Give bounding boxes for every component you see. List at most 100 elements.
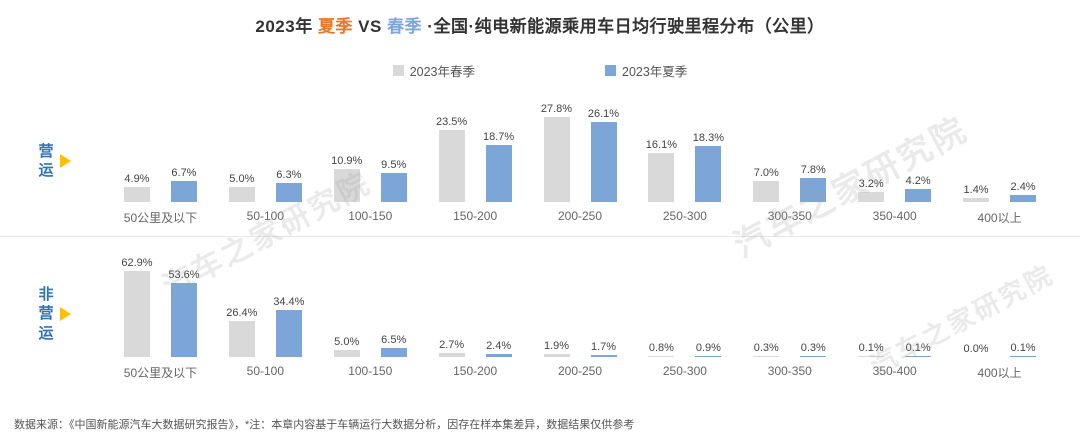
- bar-pair: 1.9% 1.7%: [535, 245, 626, 357]
- bar-column: 5.0%: [325, 336, 369, 357]
- value-label: 5.0%: [229, 173, 255, 185]
- bar-summer: [590, 355, 617, 357]
- category-label: 400以上: [977, 366, 1022, 380]
- bar-summer: [1010, 195, 1037, 202]
- bar-column: 18.7%: [477, 131, 521, 202]
- bar-spring: [753, 181, 780, 202]
- bar-column: 4.2%: [896, 175, 940, 202]
- legend-label: 2023年春季: [409, 65, 475, 79]
- legend-swatch-icon: [605, 65, 616, 76]
- page-title: 2023年 夏季 VS 春季 ·全国·纯电新能源乘用车日均行驶里程分布（公里）: [0, 0, 1080, 37]
- bar-group: 0.3% 0.3% 300-350: [737, 245, 842, 383]
- bar-summer: [380, 348, 407, 357]
- value-label: 6.3%: [276, 169, 302, 181]
- panel-label: 营运: [38, 142, 54, 180]
- value-label: 62.9%: [121, 257, 153, 269]
- bar-summer: [485, 354, 512, 357]
- bar-column: 7.0%: [744, 167, 788, 202]
- bar-pair: 27.8% 26.1%: [535, 94, 626, 202]
- bar-pair: 3.2% 4.2%: [849, 94, 940, 202]
- category-label: 150-200: [453, 209, 498, 223]
- value-label: 4.9%: [124, 173, 150, 185]
- title-summer: 夏季: [317, 17, 353, 36]
- value-label: 4.2%: [905, 175, 931, 187]
- bar-spring: [648, 153, 675, 202]
- value-label: 26.1%: [587, 108, 620, 120]
- bar-column: 2.7%: [430, 339, 474, 357]
- value-label: 7.0%: [753, 167, 779, 179]
- category-label: 100-150: [348, 364, 393, 378]
- value-label: 26.4%: [226, 307, 258, 319]
- bar-summer: [485, 145, 512, 202]
- bar-column: 27.8%: [535, 103, 579, 202]
- bar-column: 0.1%: [896, 342, 940, 357]
- value-label: 7.8%: [800, 164, 826, 176]
- bar-group: 1.9% 1.7% 200-250: [528, 245, 633, 383]
- value-label: 27.8%: [540, 103, 573, 115]
- bar-spring: [438, 353, 465, 357]
- bar-column: 62.9%: [115, 257, 159, 357]
- bar-group: 27.8% 26.1% 200-250: [528, 94, 633, 228]
- bar-group: 26.4% 34.4% 50-100: [213, 245, 318, 383]
- legend-label: 2023年夏季: [622, 65, 688, 79]
- bar-column: 1.7%: [582, 341, 626, 357]
- bar-summer: [380, 173, 407, 202]
- bar-group: 3.2% 4.2% 350-400: [842, 94, 947, 228]
- bar-column: 9.5%: [372, 159, 416, 202]
- value-label: 16.1%: [645, 139, 677, 151]
- bar-spring: [543, 354, 570, 357]
- bar-group: 0.8% 0.9% 250-300: [632, 245, 737, 383]
- plot-area: 62.9% 53.6% 50公里及以下 26.4% 34.4% 50-100 5.0% 6.5…: [108, 245, 1080, 383]
- bar-column: 0.1%: [1001, 342, 1045, 357]
- bar-column: 6.7%: [162, 167, 206, 202]
- bar-group: 16.1% 18.3% 250-300: [632, 94, 737, 228]
- legend-item-summer: 2023年夏季: [605, 61, 687, 80]
- panel-label-group: 非营运: [0, 285, 108, 344]
- bar-spring: [333, 350, 360, 357]
- value-label: 1.4%: [963, 184, 989, 196]
- bar-spring: [123, 187, 150, 202]
- category-label: 250-300: [662, 364, 707, 378]
- bar-column: 3.2%: [849, 178, 893, 202]
- value-label: 0.0%: [963, 343, 989, 355]
- value-label: 0.3%: [800, 342, 826, 354]
- bar-group: 1.4% 2.4% 400以上: [947, 94, 1052, 228]
- value-label: 6.5%: [381, 334, 407, 346]
- category-label: 400以上: [977, 211, 1022, 225]
- bar-group: 5.0% 6.5% 100-150: [318, 245, 423, 383]
- bar-pair: 0.0% 0.1%: [954, 245, 1045, 357]
- bar-spring: [438, 130, 465, 202]
- category-label: 350-400: [872, 364, 917, 378]
- bar-pair: 5.0% 6.5%: [325, 245, 416, 357]
- bar-column: 7.8%: [791, 164, 835, 202]
- plot-area: 4.9% 6.7% 50公里及以下 5.0% 6.3% 50-100 10.9% 9.5% 10…: [108, 94, 1080, 228]
- bar-column: 2.4%: [1001, 181, 1045, 202]
- bar-summer: [170, 283, 197, 357]
- panel-label: 非营运: [38, 285, 54, 342]
- value-label: 0.1%: [905, 342, 931, 354]
- bar-pair: 0.3% 0.3%: [744, 245, 835, 357]
- footer-source-note: 数据来源：《中国新能源汽车大数据研究报告》，*注：本章内容基于车辆运行大数据分析…: [14, 419, 635, 431]
- category-label: 150-200: [453, 364, 498, 378]
- legend-swatch-icon: [392, 65, 404, 76]
- bar-spring: [228, 187, 255, 202]
- bar-summer: [800, 356, 827, 357]
- bar-group: 2.7% 2.4% 150-200: [423, 245, 528, 383]
- category-label: 50-100: [246, 209, 285, 223]
- bar-pair: 62.9% 53.6%: [115, 245, 206, 357]
- bar-column: 0.9%: [686, 342, 730, 357]
- category-label: 250-300: [662, 209, 707, 223]
- bar-column: 1.9%: [535, 340, 579, 357]
- bar-summer: [905, 189, 932, 202]
- category-label: 50公里及以下: [123, 366, 198, 380]
- value-label: 10.9%: [331, 155, 363, 167]
- arrow-right-icon: [59, 154, 71, 168]
- value-label: 18.3%: [692, 132, 724, 144]
- bar-column: 2.4%: [477, 340, 521, 357]
- bar-spring: [123, 271, 150, 357]
- bar-column: 1.4%: [954, 184, 998, 202]
- value-label: 0.3%: [753, 342, 779, 354]
- legend: 2023年春季 2023年夏季: [0, 61, 1080, 80]
- value-label: 0.1%: [858, 342, 884, 354]
- value-label: 2.7%: [439, 339, 465, 351]
